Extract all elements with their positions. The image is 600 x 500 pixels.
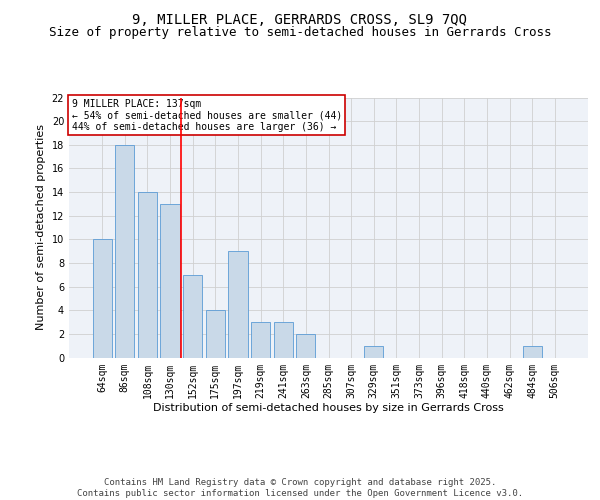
Bar: [364, 346, 383, 358]
Bar: [115, 145, 134, 358]
Bar: [160, 204, 180, 358]
Text: Contains HM Land Registry data © Crown copyright and database right 2025.
Contai: Contains HM Land Registry data © Crown c…: [77, 478, 523, 498]
Bar: [229, 251, 248, 358]
Text: 9 MILLER PLACE: 137sqm
← 54% of semi-detached houses are smaller (44)
44% of sem: 9 MILLER PLACE: 137sqm ← 54% of semi-det…: [71, 99, 342, 132]
Bar: [523, 346, 542, 358]
X-axis label: Distribution of semi-detached houses by size in Gerrards Cross: Distribution of semi-detached houses by …: [153, 403, 504, 413]
Bar: [251, 322, 270, 358]
Bar: [206, 310, 225, 358]
Y-axis label: Number of semi-detached properties: Number of semi-detached properties: [36, 124, 46, 330]
Bar: [274, 322, 293, 358]
Bar: [138, 192, 157, 358]
Bar: [92, 240, 112, 358]
Text: 9, MILLER PLACE, GERRARDS CROSS, SL9 7QQ: 9, MILLER PLACE, GERRARDS CROSS, SL9 7QQ: [133, 12, 467, 26]
Bar: [183, 275, 202, 357]
Text: Size of property relative to semi-detached houses in Gerrards Cross: Size of property relative to semi-detach…: [49, 26, 551, 39]
Bar: [296, 334, 316, 357]
